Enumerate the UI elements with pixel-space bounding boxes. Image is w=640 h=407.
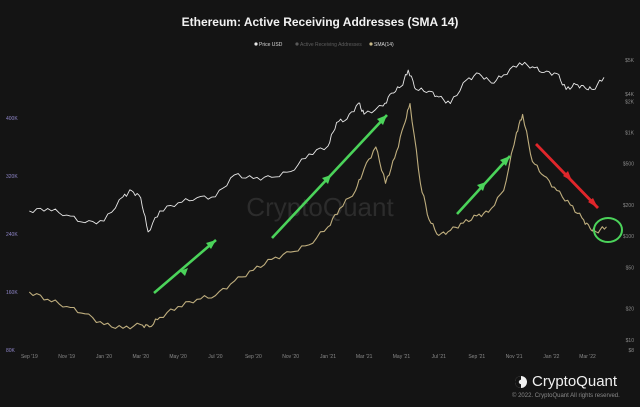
- x-tick: Jan '22: [543, 354, 559, 360]
- brand: CryptoQuant: [514, 373, 617, 390]
- green-arrowhead-1: [206, 240, 216, 249]
- x-tick: Nov '21: [506, 354, 523, 360]
- y-right-tick: $4K: [625, 92, 635, 98]
- x-tick: May '20: [169, 354, 187, 360]
- green-arrow-1: [153, 239, 217, 294]
- series-line-price: [29, 61, 605, 233]
- legend-label-price[interactable]: Price USD: [259, 42, 283, 48]
- x-tick: Mar '21: [356, 354, 373, 360]
- green-arrowhead-3: [500, 156, 510, 166]
- legend-swatch-price: [254, 42, 258, 46]
- annotation-layer: [153, 114, 623, 294]
- green-arrowhead-2: [377, 115, 387, 125]
- x-tick: Jul '21: [432, 354, 447, 360]
- y-right-tick: $8: [628, 348, 634, 354]
- red-arrowhead: [588, 198, 598, 208]
- y-left-tick: 80K: [6, 348, 16, 354]
- y-right-tick: $50: [626, 265, 635, 271]
- y-right-tick: $500: [623, 162, 634, 168]
- legend-label-sma[interactable]: SMA(14): [374, 42, 394, 48]
- x-tick: Sep '20: [245, 354, 262, 360]
- series-layer: [28, 61, 607, 330]
- x-tick: May '21: [393, 354, 411, 360]
- y-right-tick: $5K: [625, 58, 635, 64]
- chart-title: Ethereum: Active Receiving Addresses (SM…: [182, 15, 459, 29]
- y-left-tick: 240K: [6, 232, 18, 238]
- cryptoquant-logo-icon: [515, 375, 527, 388]
- x-tick: Nov '20: [282, 354, 299, 360]
- y-left-tick: 320K: [6, 174, 18, 180]
- legend-swatch-addresses: [295, 42, 299, 46]
- legend-label-addresses[interactable]: Active Receiving Addresses: [300, 42, 362, 48]
- copyright: © 2022. CryptoQuant All rights reserved.: [512, 393, 620, 399]
- y-left-tick: 400K: [6, 116, 18, 122]
- green-arrowhead-2b: [322, 175, 331, 184]
- x-tick: Jul '20: [208, 354, 223, 360]
- series-line-sma14: [28, 102, 607, 330]
- x-tick: Jan '20: [96, 354, 112, 360]
- x-tick: Jan '21: [320, 354, 336, 360]
- legend: Price USD Active Receiving Addresses SMA…: [254, 42, 394, 48]
- y-right-tick: $10: [626, 338, 635, 344]
- axes: 80K 160K 240K 320K 400K $8 $10 $20 $50 $100 $200 $5…: [6, 58, 635, 360]
- highlight-circle: [593, 217, 623, 243]
- watermark: CryptoQuant: [246, 192, 394, 222]
- y-right-tick: $20: [626, 307, 635, 313]
- y-right-tick: $200: [623, 203, 634, 209]
- brand-name: CryptoQuant: [532, 373, 618, 390]
- legend-swatch-sma: [369, 42, 373, 46]
- y-right-tick: $2K: [625, 99, 635, 105]
- x-tick: Nov '19: [58, 354, 75, 360]
- y-right-tick: $100: [623, 234, 634, 240]
- green-arrowhead-1b: [180, 268, 188, 276]
- x-tick: Mar '20: [132, 354, 149, 360]
- green-arrowhead-3b: [477, 182, 486, 191]
- y-left-tick: 160K: [6, 290, 18, 296]
- y-right-tick: $1K: [625, 131, 635, 137]
- x-tick: Sep '21: [468, 354, 485, 360]
- x-tick: Sep '19: [21, 354, 38, 360]
- x-tick: Mar '22: [579, 354, 596, 360]
- red-arrowhead-b: [563, 171, 572, 181]
